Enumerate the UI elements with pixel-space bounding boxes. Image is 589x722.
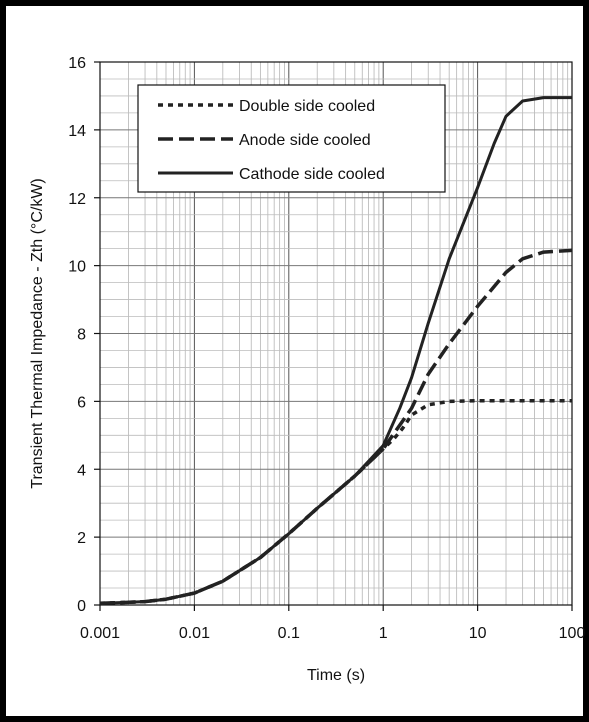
legend-label: Cathode side cooled <box>239 166 385 183</box>
x-tick-label: 100 <box>559 625 586 642</box>
y-tick-label: 14 <box>68 123 86 140</box>
y-tick-label: 10 <box>68 259 86 276</box>
y-tick-label: 12 <box>68 191 86 208</box>
y-tick-label: 8 <box>77 327 86 344</box>
series-lines <box>99 96 573 606</box>
x-tick-label: 0.01 <box>179 625 210 642</box>
legend-label: Double side cooled <box>239 98 375 115</box>
legend-label: Anode side cooled <box>239 132 371 149</box>
x-tick-label: 10 <box>469 625 487 642</box>
legend: Double side cooled Anode side cooled Catho… <box>137 84 446 193</box>
y-tick-label: 0 <box>77 598 86 615</box>
series-line-double-side-cooled <box>99 398 572 606</box>
y-axis-title: Transient Thermal Impedance - Zth (°C/kW… <box>29 178 46 488</box>
y-tick-label: 16 <box>68 55 86 72</box>
series-line-cathode-side-cooled <box>99 96 572 605</box>
x-tick-label: 1 <box>379 625 388 642</box>
series-line-anode-side-cooled <box>99 248 573 606</box>
x-tick-label: 0.001 <box>80 625 120 642</box>
y-tick-label: 2 <box>77 530 86 547</box>
axis-ticks: 0 2 4 6 8 10 12 14 16 0.001 0.01 0.1 1 10 100 <box>68 55 585 642</box>
x-tick-label: 0.1 <box>278 625 300 642</box>
y-tick-label: 6 <box>77 394 86 411</box>
x-axis-title: Time (s) <box>307 667 365 684</box>
y-tick-label: 4 <box>77 462 86 479</box>
